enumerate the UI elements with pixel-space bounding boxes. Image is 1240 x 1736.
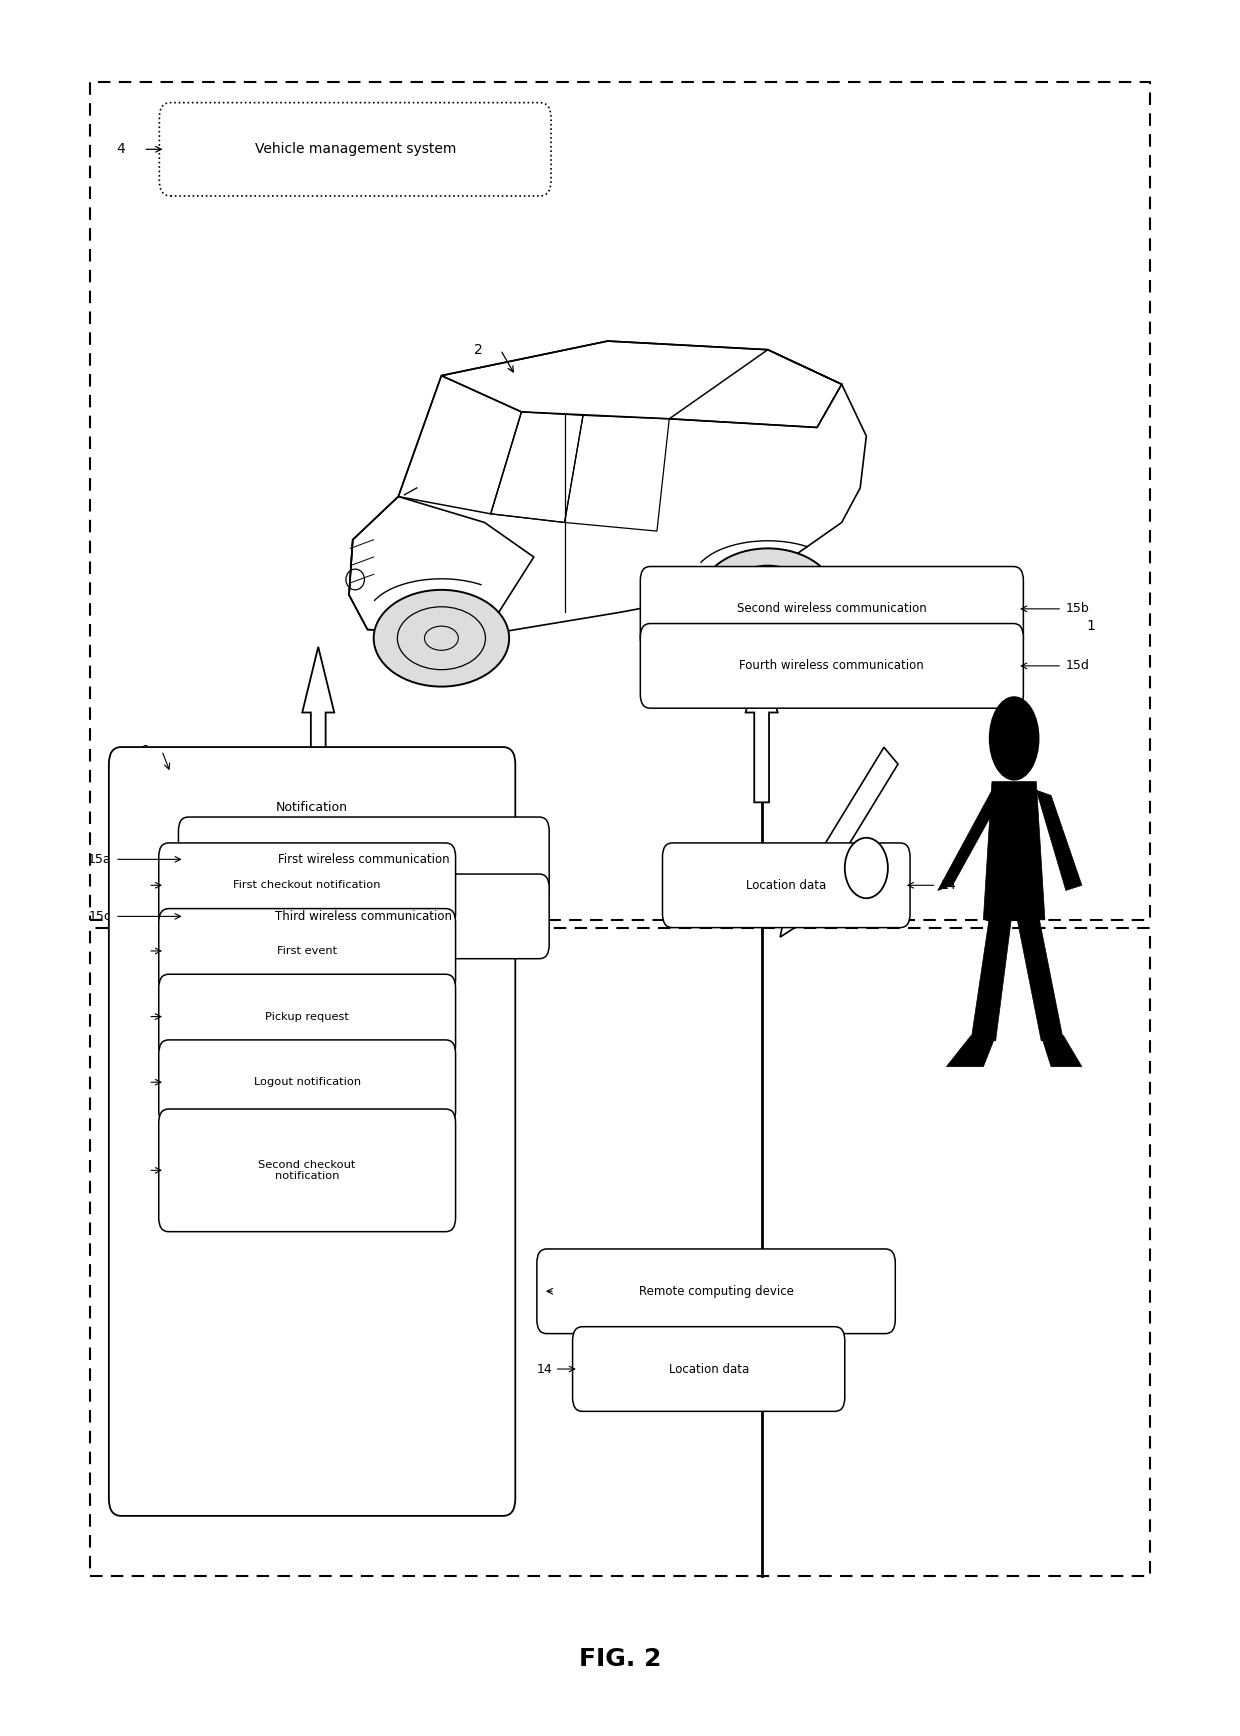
Polygon shape (303, 648, 335, 802)
Text: First event: First event (277, 946, 337, 957)
FancyBboxPatch shape (179, 873, 549, 958)
Polygon shape (745, 648, 777, 802)
Text: Pickup request: Pickup request (265, 1012, 350, 1021)
Polygon shape (983, 781, 1045, 920)
Bar (91, 929, 1149, 1576)
Text: 15d: 15d (1066, 660, 1090, 672)
Text: Notification: Notification (277, 800, 348, 814)
Ellipse shape (990, 696, 1039, 779)
Text: FIG. 2: FIG. 2 (579, 1647, 661, 1672)
Text: 15b: 15b (1066, 602, 1090, 615)
Text: 12: 12 (537, 1285, 552, 1299)
Polygon shape (780, 746, 898, 937)
FancyBboxPatch shape (662, 844, 910, 927)
Text: 6d: 6d (128, 1010, 144, 1023)
Text: Location data: Location data (668, 1363, 749, 1375)
Text: 1: 1 (1086, 620, 1095, 634)
Text: 4: 4 (117, 142, 125, 156)
Text: Fourth wireless communication: Fourth wireless communication (739, 660, 924, 672)
Text: Third wireless communication: Third wireless communication (275, 910, 453, 924)
Ellipse shape (701, 549, 836, 646)
Text: 2: 2 (474, 342, 482, 356)
Text: First wireless communication: First wireless communication (278, 852, 450, 866)
FancyBboxPatch shape (159, 844, 455, 927)
Polygon shape (1017, 917, 1064, 1042)
FancyBboxPatch shape (159, 908, 455, 993)
Text: Location data: Location data (746, 878, 826, 892)
Polygon shape (303, 812, 335, 920)
Text: 15a: 15a (88, 852, 112, 866)
FancyBboxPatch shape (179, 818, 549, 901)
Text: 6a: 6a (140, 745, 156, 757)
Polygon shape (946, 1036, 996, 1066)
Text: Second checkout
notification: Second checkout notification (258, 1160, 356, 1180)
Polygon shape (1037, 790, 1081, 891)
Text: Vehicle management system: Vehicle management system (254, 142, 456, 156)
Polygon shape (937, 785, 1008, 891)
Ellipse shape (844, 838, 888, 898)
FancyBboxPatch shape (537, 1248, 895, 1333)
Text: 14: 14 (537, 1363, 552, 1375)
FancyBboxPatch shape (159, 1040, 455, 1125)
Polygon shape (971, 917, 1012, 1042)
FancyBboxPatch shape (109, 746, 516, 1516)
Text: Logout notification: Logout notification (254, 1078, 361, 1087)
Text: 15c: 15c (88, 910, 112, 924)
Ellipse shape (373, 590, 510, 687)
Bar (91, 82, 1149, 920)
Polygon shape (1042, 1036, 1081, 1066)
FancyBboxPatch shape (159, 974, 455, 1059)
Text: Second wireless communication: Second wireless communication (737, 602, 926, 615)
Text: First checkout notification: First checkout notification (233, 880, 381, 891)
Text: 14: 14 (940, 878, 956, 892)
FancyBboxPatch shape (640, 623, 1023, 708)
FancyBboxPatch shape (573, 1326, 844, 1411)
Text: Remote computing device: Remote computing device (639, 1285, 794, 1299)
Text: 6b: 6b (128, 878, 144, 892)
Text: 6c: 6c (129, 944, 144, 958)
Text: 6f: 6f (131, 1163, 144, 1177)
FancyBboxPatch shape (160, 102, 551, 196)
FancyBboxPatch shape (640, 566, 1023, 651)
FancyBboxPatch shape (159, 1109, 455, 1231)
Text: 6e: 6e (128, 1076, 144, 1088)
